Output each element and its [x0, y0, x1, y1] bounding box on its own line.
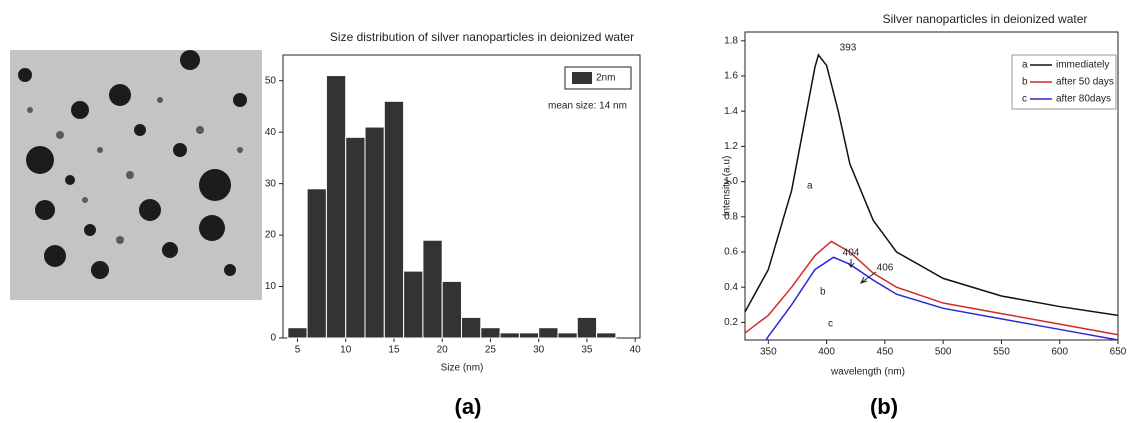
- legend-label: immediately: [1056, 60, 1109, 71]
- annotation: 393: [840, 43, 857, 54]
- y-tick-label: 10: [265, 281, 277, 292]
- annotation: 406: [877, 263, 894, 274]
- x-tick-label: 450: [877, 347, 894, 358]
- bar: [307, 189, 326, 338]
- x-axis-label: Size (nm): [441, 363, 484, 374]
- bar: [597, 333, 616, 338]
- bar: [442, 281, 461, 338]
- x-tick-label: 10: [340, 345, 352, 356]
- y-tick-label: 30: [265, 178, 277, 189]
- y-tick-label: 0.2: [724, 317, 738, 328]
- bar: [365, 127, 384, 338]
- bar: [577, 317, 596, 338]
- y-tick-label: 1.6: [724, 71, 738, 82]
- curve-label: c: [828, 319, 833, 330]
- bar: [481, 328, 500, 338]
- line: [766, 257, 1118, 340]
- bar: [404, 271, 423, 338]
- x-axis-label: wavelength (nm): [830, 367, 905, 378]
- x-tick-label: 600: [1051, 347, 1068, 358]
- bar: [423, 240, 442, 338]
- legend-letter: c: [1022, 94, 1027, 105]
- x-tick-label: 500: [935, 347, 952, 358]
- y-tick-label: 1.4: [724, 106, 738, 117]
- y-tick-label: 1.2: [724, 141, 738, 152]
- y-tick-label: 50: [265, 75, 277, 86]
- x-tick-label: 400: [818, 347, 835, 358]
- bar: [384, 101, 403, 338]
- y-tick-label: 40: [265, 127, 277, 138]
- x-tick-label: 550: [993, 347, 1010, 358]
- legend-label: 2nm: [596, 73, 615, 84]
- figure: 51015202530354001020304050Size distribut…: [0, 0, 1132, 423]
- y-tick-label: 20: [265, 230, 277, 241]
- x-tick-label: 40: [630, 345, 642, 356]
- curve-label: a: [807, 181, 813, 192]
- legend-letter: a: [1022, 60, 1028, 71]
- legend-label: after 50 days: [1056, 77, 1114, 88]
- bar: [558, 333, 577, 338]
- bar: [500, 333, 519, 338]
- x-tick-label: 35: [581, 345, 593, 356]
- line: [745, 241, 1118, 334]
- curve-label: b: [820, 287, 826, 298]
- y-tick-label: 0: [270, 333, 276, 344]
- y-axis-label: Intensity (a.u): [722, 156, 733, 217]
- x-tick-label: 650: [1110, 347, 1127, 358]
- annotation: mean size: 14 nm: [548, 101, 627, 112]
- x-tick-label: 15: [388, 345, 400, 356]
- bar: [346, 137, 365, 338]
- legend-label: after 80days: [1056, 94, 1111, 105]
- y-tick-label: 0.6: [724, 247, 738, 258]
- chart-title: Silver nanoparticles in deionized water: [883, 12, 1088, 26]
- bar: [326, 76, 345, 338]
- bar: [539, 328, 558, 338]
- legend-letter: b: [1022, 77, 1028, 88]
- bar: [288, 328, 307, 338]
- bar: [462, 317, 481, 338]
- panel-label: (b): [870, 394, 898, 419]
- x-tick-label: 20: [437, 345, 449, 356]
- annotation: 404: [843, 248, 860, 259]
- x-tick-label: 350: [760, 347, 777, 358]
- legend-swatch: [572, 72, 592, 84]
- chart-title: Size distribution of silver nanoparticle…: [330, 30, 634, 44]
- bar: [519, 333, 538, 338]
- y-tick-label: 1.8: [724, 35, 738, 46]
- x-tick-label: 5: [295, 345, 301, 356]
- y-tick-label: 0.4: [724, 282, 738, 293]
- panel-label: (a): [455, 394, 482, 419]
- x-tick-label: 25: [485, 345, 497, 356]
- x-tick-label: 30: [533, 345, 545, 356]
- tem-image: [10, 50, 262, 300]
